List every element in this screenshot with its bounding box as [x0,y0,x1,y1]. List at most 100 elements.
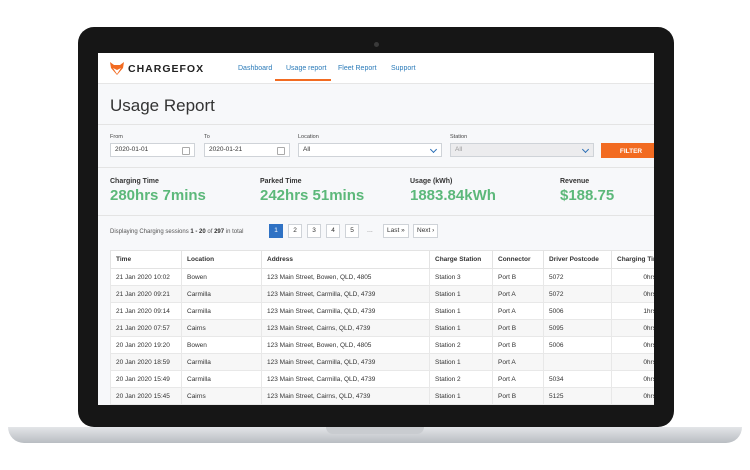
table-cell: 123 Main Street, Cairns, QLD, 4739 [261,387,430,405]
table-cell: 123 Main Street, Carmilla, QLD, 4739 [261,285,430,303]
nav-dashboard[interactable]: Dashboard [238,65,273,72]
table-cell: Bowen [181,336,262,354]
table-row: 21 Jan 2020 09:21 Carmilla 123 Main Street… [110,285,654,303]
table-cell: Port A [492,353,544,371]
station-select[interactable]: All [450,143,594,157]
calendar-icon [182,147,190,155]
table-cell: Station 2 [429,370,493,388]
page-button-4[interactable]: 4 [326,224,340,238]
table-row: 21 Jan 2020 07:57 Cairns 123 Main Street, … [110,319,654,337]
table-cell: Carmilla [181,370,262,388]
to-date-value: 2020-01-21 [209,146,243,153]
table-row: 20 Jan 2020 15:49 Carmilla 123 Main Street… [110,370,654,388]
table-row: 21 Jan 2020 10:02 Bowen 123 Main Street, B… [110,268,654,286]
page-button-5[interactable]: 5 [345,224,359,238]
table-header-row: Time Location Address Charge Station Con… [110,250,654,269]
column-header-address[interactable]: Address [261,250,430,269]
to-date-input[interactable]: 2020-01-21 [204,143,290,157]
table-cell: 123 Main Street, Carmilla, QLD, 4739 [261,353,430,371]
page-button-2[interactable]: 2 [288,224,302,238]
table-cell: 5072 [543,268,612,286]
table-cell: 123 Main Street, Bowen, QLD, 4805 [261,268,430,286]
usage-table: Time Location Address Charge Station Con… [110,250,654,405]
location-select[interactable]: All [298,143,442,157]
table-row: 20 Jan 2020 15:45 Cairns 123 Main Street, … [110,387,654,405]
chevron-down-icon [581,145,590,154]
table-cell: 21 Jan 2020 09:14 [110,302,182,320]
stat-parked-time-label: Parked Time [260,178,302,185]
table-cell: 20 Jan 2020 15:49 [110,370,182,388]
table-cell: Bowen [181,268,262,286]
column-header-driver-postcode[interactable]: Driver Postcode [543,250,612,269]
table-cell: 0hrs 54 [611,319,654,337]
table-cell: 20 Jan 2020 18:59 [110,353,182,371]
table-cell: 0hrs 38 [611,268,654,286]
nav-usage-report[interactable]: Usage report [286,65,327,72]
table-cell: 5095 [543,319,612,337]
table-cell: 0hrs 36 [611,285,654,303]
location-label: Location [298,134,319,140]
table-row: 21 Jan 2020 09:14 Carmilla 123 Main Street… [110,302,654,320]
page-button-1[interactable]: 1 [269,224,283,238]
table-cell: Port B [492,387,544,405]
nav-fleet-report[interactable]: Fleet Report [338,65,377,72]
table-cell: Station 1 [429,302,493,320]
table-cell [543,353,612,371]
table-cell: 5006 [543,336,612,354]
table-cell: Port A [492,285,544,303]
column-header-connector[interactable]: Connector [492,250,544,269]
laptop-base [8,427,742,443]
stat-revenue-value: $188.75 [560,187,615,204]
table-cell: 21 Jan 2020 07:57 [110,319,182,337]
table-cell: 5072 [543,285,612,303]
nav-support[interactable]: Support [391,65,416,72]
filter-button[interactable]: FILTER [601,143,654,158]
table-cell: Cairns [181,387,262,405]
table-cell: 123 Main Street, Carmilla, QLD, 4739 [261,370,430,388]
fox-logo-icon [110,62,124,75]
table-row: 20 Jan 2020 18:59 Carmilla 123 Main Street… [110,353,654,371]
from-date-input[interactable]: 2020-01-01 [110,143,195,157]
laptop-notch [326,427,424,434]
table-cell: 21 Jan 2020 09:21 [110,285,182,303]
page-button-3[interactable]: 3 [307,224,321,238]
table-cell: Port B [492,319,544,337]
table-cell: 0hrs 24 [611,387,654,405]
table-cell: Port B [492,268,544,286]
table-cell: 123 Main Street, Bowen, QLD, 4805 [261,336,430,354]
calendar-icon [277,147,285,155]
table-cell: Station 1 [429,387,493,405]
app-screen: CHARGEFOX Dashboard Usage report Fleet R… [98,53,654,405]
stat-parked-time-value: 242hrs 51mins [260,187,365,204]
table-row: 20 Jan 2020 19:20 Bowen 123 Main Street, B… [110,336,654,354]
table-cell: Carmilla [181,302,262,320]
table-cell: 1hrs 27 [611,302,654,320]
divider [98,167,654,168]
table-cell: Carmilla [181,285,262,303]
top-navbar: CHARGEFOX Dashboard Usage report Fleet R… [98,53,654,84]
column-header-charging-time[interactable]: Charging Time [611,250,654,269]
page-title: Usage Report [110,96,215,115]
last-page-button[interactable]: Last » [383,224,409,238]
chevron-down-icon [429,145,438,154]
table-cell: Port A [492,302,544,320]
column-header-time[interactable]: Time [110,250,182,269]
table-cell: 123 Main Street, Cairns, QLD, 4739 [261,319,430,337]
stat-usage-value: 1883.84kWh [410,187,496,204]
next-page-button[interactable]: Next › [413,224,439,238]
active-tab-indicator [275,79,331,81]
table-cell: 20 Jan 2020 19:20 [110,336,182,354]
table-cell: 123 Main Street, Carmilla, QLD, 4739 [261,302,430,320]
column-header-location[interactable]: Location [181,250,262,269]
column-header-charge-station[interactable]: Charge Station [429,250,493,269]
table-cell: 0hrs 20 [611,336,654,354]
table-cell: Port A [492,370,544,388]
divider [98,215,654,216]
divider [98,124,654,125]
station-value: All [455,146,463,153]
table-cell: 5034 [543,370,612,388]
from-date-value: 2020-01-01 [115,146,149,153]
from-label: From [110,134,123,140]
table-cell: 20 Jan 2020 15:45 [110,387,182,405]
location-value: All [303,146,311,153]
